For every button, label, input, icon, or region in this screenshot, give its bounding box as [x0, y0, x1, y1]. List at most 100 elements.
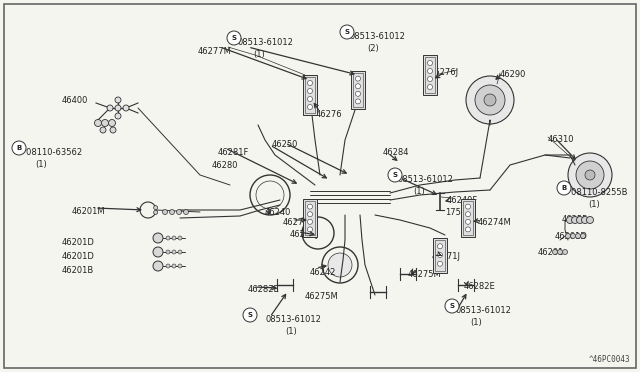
Text: 46284: 46284 — [383, 148, 410, 157]
Circle shape — [110, 127, 116, 133]
Circle shape — [570, 234, 575, 238]
Text: (2): (2) — [367, 44, 379, 53]
Circle shape — [172, 250, 176, 254]
Text: 46274M: 46274M — [478, 218, 512, 227]
Text: 46281F: 46281F — [218, 148, 250, 157]
Circle shape — [307, 227, 312, 232]
Circle shape — [355, 84, 360, 89]
Text: 46201D: 46201D — [555, 232, 588, 241]
Circle shape — [184, 209, 189, 215]
Text: (1): (1) — [470, 318, 482, 327]
Bar — [353, 73, 363, 107]
Text: 46310: 46310 — [548, 135, 575, 144]
Text: 17551: 17551 — [445, 208, 472, 217]
Circle shape — [438, 244, 442, 249]
Text: 46240: 46240 — [265, 208, 291, 217]
Circle shape — [557, 250, 563, 254]
Text: S: S — [232, 35, 237, 41]
Circle shape — [557, 181, 571, 195]
Circle shape — [428, 68, 433, 74]
Text: 46282E: 46282E — [248, 285, 280, 294]
Circle shape — [177, 209, 182, 215]
Circle shape — [575, 234, 580, 238]
Circle shape — [445, 299, 459, 313]
Circle shape — [576, 161, 604, 189]
Circle shape — [355, 99, 360, 104]
Circle shape — [115, 105, 121, 111]
Circle shape — [12, 141, 26, 155]
Circle shape — [586, 217, 593, 224]
Circle shape — [307, 89, 312, 93]
Circle shape — [328, 253, 352, 277]
Circle shape — [154, 210, 157, 214]
Bar — [433, 237, 447, 273]
Circle shape — [166, 264, 170, 268]
Circle shape — [166, 236, 170, 240]
Text: 46400: 46400 — [62, 96, 88, 105]
Text: 46271J: 46271J — [432, 252, 461, 261]
Text: 08513-61012: 08513-61012 — [350, 32, 406, 41]
Text: 46201D: 46201D — [62, 238, 95, 247]
Circle shape — [585, 170, 595, 180]
Text: S: S — [392, 172, 397, 178]
Circle shape — [582, 217, 589, 224]
Text: 46277: 46277 — [283, 218, 310, 227]
Circle shape — [178, 264, 182, 268]
Circle shape — [102, 119, 109, 126]
Text: 46280: 46280 — [212, 161, 239, 170]
Circle shape — [465, 227, 470, 232]
Circle shape — [466, 76, 514, 124]
Text: 46275M: 46275M — [408, 270, 442, 279]
Text: ^46PC0043: ^46PC0043 — [588, 355, 630, 364]
Circle shape — [307, 219, 312, 224]
Circle shape — [465, 212, 470, 217]
Bar — [423, 55, 437, 95]
Circle shape — [388, 168, 402, 182]
Circle shape — [438, 253, 442, 257]
Circle shape — [577, 217, 584, 224]
Circle shape — [100, 127, 106, 133]
Circle shape — [465, 204, 470, 209]
Bar — [425, 57, 435, 93]
Text: S: S — [248, 312, 253, 318]
Circle shape — [243, 308, 257, 322]
Circle shape — [355, 91, 360, 96]
Text: 46276J: 46276J — [290, 230, 319, 239]
Circle shape — [154, 206, 157, 210]
Bar — [305, 201, 315, 235]
Text: 08513-61012: 08513-61012 — [398, 175, 454, 184]
Text: 46276J: 46276J — [430, 68, 459, 77]
Bar — [463, 201, 473, 235]
Bar — [351, 71, 365, 109]
Text: 46277M: 46277M — [198, 47, 232, 56]
Text: (1): (1) — [588, 200, 600, 209]
Circle shape — [307, 96, 312, 102]
Circle shape — [115, 113, 121, 119]
Circle shape — [307, 204, 312, 209]
Text: 46255: 46255 — [562, 215, 588, 224]
Text: 46201B: 46201B — [62, 266, 94, 275]
Circle shape — [307, 105, 312, 109]
Text: 46242: 46242 — [310, 268, 337, 277]
Text: 46240F: 46240F — [447, 196, 478, 205]
Circle shape — [178, 236, 182, 240]
Text: 08513-61012: 08513-61012 — [265, 315, 321, 324]
Text: °08110-8255B: °08110-8255B — [567, 188, 627, 197]
Text: (1): (1) — [285, 327, 297, 336]
Circle shape — [580, 234, 586, 238]
Text: 46201M: 46201M — [72, 207, 106, 216]
Circle shape — [572, 217, 579, 224]
Text: (1): (1) — [413, 187, 425, 196]
Circle shape — [355, 76, 360, 81]
Circle shape — [568, 153, 612, 197]
Bar — [303, 75, 317, 115]
Circle shape — [109, 119, 115, 126]
Circle shape — [95, 119, 102, 126]
Circle shape — [178, 250, 182, 254]
Circle shape — [340, 25, 354, 39]
Circle shape — [166, 250, 170, 254]
Circle shape — [227, 31, 241, 45]
Text: 08513-61012: 08513-61012 — [455, 306, 511, 315]
Circle shape — [123, 105, 129, 111]
Bar — [461, 199, 475, 237]
